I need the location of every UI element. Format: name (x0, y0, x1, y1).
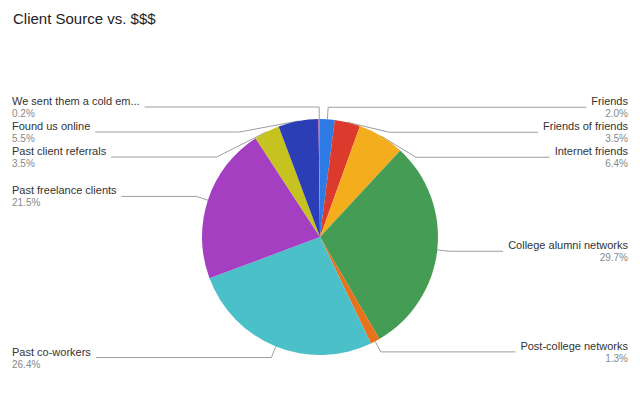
svg-text:Found us online: Found us online (12, 120, 90, 132)
svg-text:6.4%: 6.4% (605, 158, 628, 169)
svg-text:Internet friends: Internet friends (555, 145, 629, 157)
svg-text:Client Source vs. $$$: Client Source vs. $$$ (13, 10, 156, 27)
svg-text:Past freelance clients: Past freelance clients (12, 184, 117, 196)
svg-text:Post-college networks: Post-college networks (520, 340, 628, 352)
svg-text:Friends of friends: Friends of friends (543, 120, 628, 132)
svg-text:29.7%: 29.7% (600, 252, 628, 263)
svg-text:2.0%: 2.0% (605, 108, 628, 119)
svg-text:Past co-workers: Past co-workers (12, 346, 91, 358)
svg-text:We sent them a cold em...: We sent them a cold em... (12, 95, 140, 107)
svg-text:21.5%: 21.5% (12, 197, 40, 208)
svg-text:Friends: Friends (591, 95, 628, 107)
svg-text:3.5%: 3.5% (605, 133, 628, 144)
svg-text:1.3%: 1.3% (605, 353, 628, 364)
svg-text:College alumni networks: College alumni networks (508, 239, 628, 251)
svg-text:3.5%: 3.5% (12, 158, 35, 169)
svg-text:Past client referrals: Past client referrals (12, 145, 107, 157)
svg-text:5.5%: 5.5% (12, 133, 35, 144)
svg-text:0.2%: 0.2% (12, 108, 35, 119)
svg-text:26.4%: 26.4% (12, 359, 40, 370)
